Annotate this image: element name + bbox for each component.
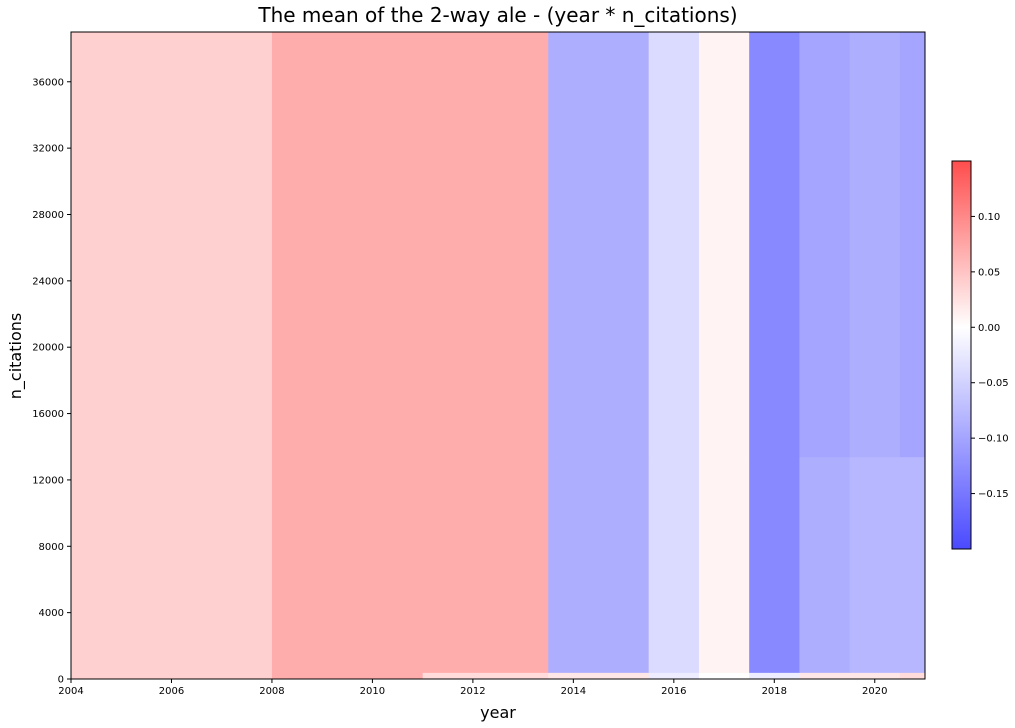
- colorbar-tick-label: 0.10: [978, 212, 1000, 223]
- heatmap-cell: [548, 672, 650, 679]
- heatmap-cell: [899, 456, 926, 673]
- heatmap-cell: [799, 672, 851, 679]
- y-tick-label: 20000: [32, 343, 64, 354]
- x-tick-label: 2020: [862, 686, 887, 697]
- heatmap-cell: [698, 672, 750, 679]
- x-axis: 2004 2006 2008 2010 2012 2014 2016 2018 2020: [58, 679, 887, 697]
- heatmap-cell: [799, 456, 851, 673]
- heatmap-cell: [71, 672, 273, 679]
- y-tick-label: 36000: [32, 77, 64, 88]
- heatmap-cell: [648, 32, 700, 458]
- heatmap-cell: [71, 456, 273, 673]
- x-tick-label: 2018: [762, 686, 787, 697]
- heatmap-cell: [271, 32, 424, 458]
- heatmap-cell: [749, 32, 800, 458]
- heatmap-cell: [648, 456, 700, 673]
- y-tick-label: 16000: [32, 409, 64, 420]
- heatmap-cell: [71, 32, 273, 458]
- heatmap-cell: [648, 672, 700, 679]
- heatmap-cell: [548, 456, 650, 673]
- colorbar-tick-label: −0.10: [978, 434, 1009, 445]
- y-tick-label: 4000: [39, 608, 64, 619]
- heatmap-cell: [749, 672, 800, 679]
- x-tick-label: 2010: [360, 686, 385, 697]
- heatmap-cell: [422, 32, 549, 458]
- colorbar-tick-label: −0.15: [978, 489, 1009, 500]
- chart-title: The mean of the 2-way ale - (year * n_ci…: [257, 3, 737, 27]
- heatmap-cell: [698, 32, 750, 458]
- heatmap-cell: [899, 672, 926, 679]
- y-tick-label: 32000: [32, 144, 64, 155]
- heatmap-cell: [749, 456, 800, 673]
- colorbar-tick-label: −0.05: [978, 378, 1009, 389]
- x-tick-label: 2012: [460, 686, 485, 697]
- y-tick-label: 24000: [32, 276, 64, 287]
- x-tick-label: 2016: [661, 686, 686, 697]
- y-axis-label: n_citations: [6, 313, 26, 399]
- colorbar-tick-label: 0.00: [978, 323, 1000, 334]
- colorbar: [951, 160, 972, 550]
- heatmap-cell: [849, 456, 901, 673]
- heatmap-cell: [422, 456, 549, 673]
- x-tick-label: 2008: [259, 686, 284, 697]
- heatmap-cell: [849, 672, 901, 679]
- heatmap-cell: [271, 672, 424, 679]
- plot-frame: [70, 31, 926, 680]
- colorbar-tick-label: 0.05: [978, 267, 1000, 278]
- heatmap-cell: [698, 456, 750, 673]
- x-tick-label: 2006: [159, 686, 184, 697]
- y-tick-label: 28000: [32, 210, 64, 221]
- x-tick-label: 2014: [561, 686, 586, 697]
- heatmap-cell: [271, 456, 424, 673]
- heatmap-cell: [849, 32, 901, 458]
- colorbar-ticks: 0.10 0.05 0.00 −0.05 −0.10 −0.15: [971, 212, 1009, 500]
- heatmap-cell: [422, 672, 549, 679]
- y-tick-label: 12000: [32, 475, 64, 486]
- heatmap-cell: [799, 32, 851, 458]
- heatmap-cells: [71, 32, 926, 680]
- heatmap-cell: [899, 32, 926, 458]
- y-axis: 0 4000 8000 12000 16000 20000 24000 28000 32000 3…: [32, 77, 71, 686]
- y-tick-label: 8000: [39, 542, 64, 553]
- y-tick-label: 0: [58, 675, 64, 686]
- heatmap-cell: [548, 32, 650, 458]
- x-axis-label: year: [480, 703, 516, 722]
- x-tick-label: 2004: [58, 686, 83, 697]
